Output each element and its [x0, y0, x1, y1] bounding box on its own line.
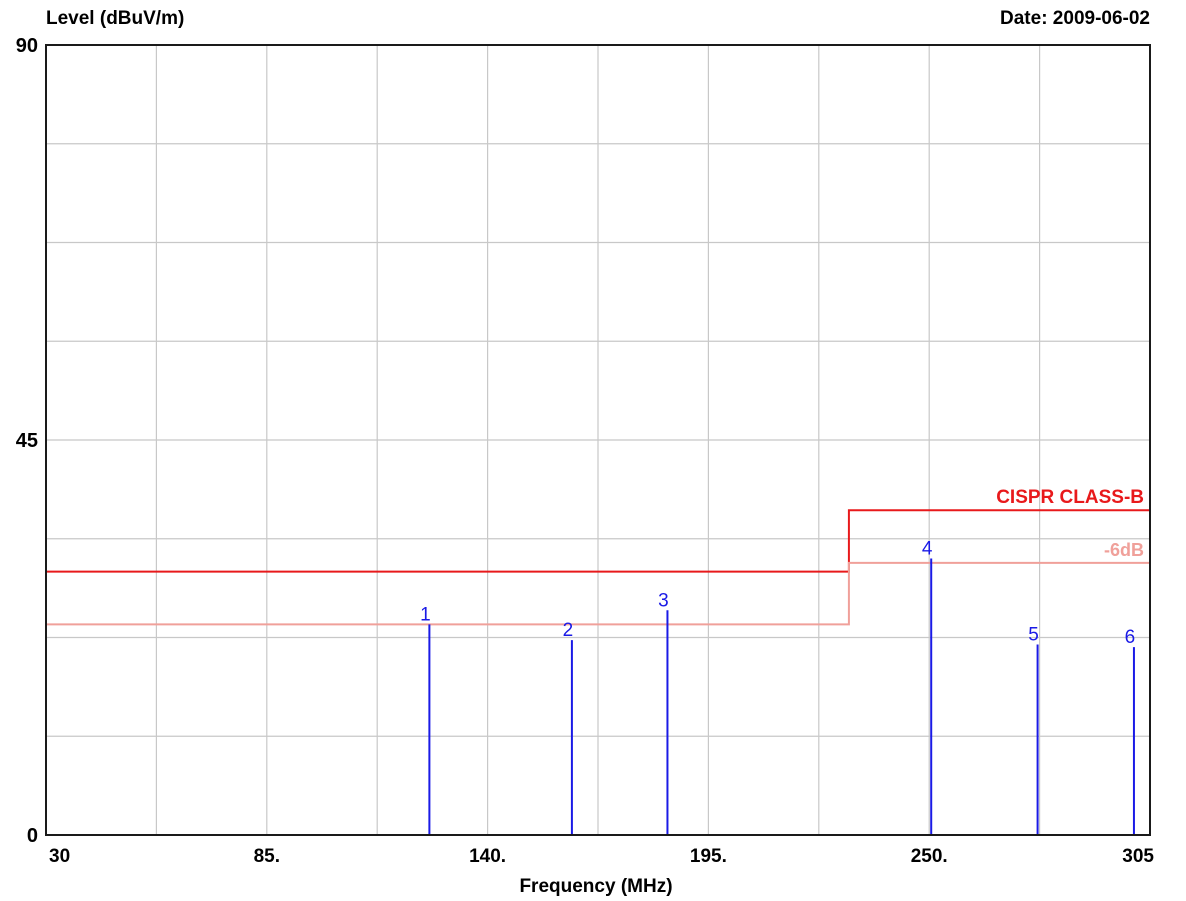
- y-tick-label: 45: [16, 430, 38, 452]
- marker-6-label: 6: [1125, 627, 1136, 648]
- markers: 1 2 3 4 5 6: [420, 539, 1136, 835]
- y-tick-label: 0: [27, 825, 38, 847]
- x-axis-label: Frequency (MHz): [519, 876, 672, 897]
- marker-5-label: 5: [1028, 625, 1039, 646]
- grid: [46, 45, 1150, 835]
- marker-1-label: 1: [420, 604, 431, 625]
- x-tick-label: 195.: [690, 846, 727, 867]
- y-tick-label: 90: [16, 35, 38, 57]
- date-label: Date: 2009-06-02: [1000, 8, 1150, 29]
- minus-6db-label: -6dB: [1104, 540, 1144, 560]
- marker-4-label: 4: [922, 539, 933, 560]
- y-axis-label: Level (dBuV/m): [46, 8, 184, 29]
- limit-lines: CISPR CLASS-B -6dB: [46, 487, 1150, 626]
- x-tick-label: 305: [1122, 846, 1154, 867]
- x-tick-label: 85.: [254, 846, 280, 867]
- plot-frame: [45, 44, 1151, 836]
- minus-6db-limit-line: [46, 561, 1150, 626]
- cispr-class-b-limit-line: [46, 509, 1150, 573]
- cispr-class-b-label: CISPR CLASS-B: [996, 487, 1144, 508]
- x-tick-label: 250.: [911, 846, 948, 867]
- marker-2-label: 2: [563, 620, 574, 641]
- x-tick-label: 30: [49, 846, 70, 867]
- x-tick-label: 140.: [469, 846, 506, 867]
- marker-3-label: 3: [658, 590, 669, 611]
